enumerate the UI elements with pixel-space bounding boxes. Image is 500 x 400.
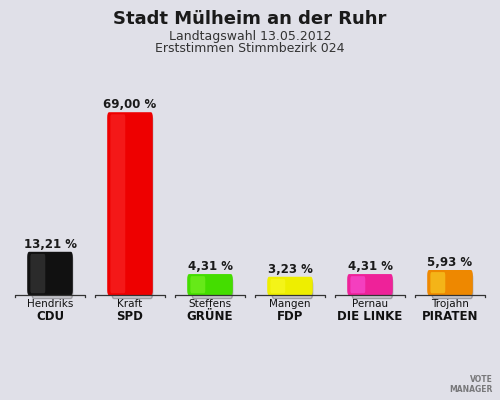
- Text: 4,31 %: 4,31 %: [348, 260, 393, 273]
- FancyBboxPatch shape: [432, 273, 472, 298]
- Text: 3,23 %: 3,23 %: [268, 263, 312, 276]
- Text: Landtagswahl 13.05.2012: Landtagswahl 13.05.2012: [169, 30, 331, 43]
- Text: VOTE
MANAGER: VOTE MANAGER: [449, 374, 492, 394]
- Text: 4,31 %: 4,31 %: [188, 260, 232, 273]
- FancyBboxPatch shape: [272, 280, 312, 298]
- FancyBboxPatch shape: [107, 112, 153, 295]
- Text: GRÜNE: GRÜNE: [187, 310, 233, 323]
- Text: 69,00 %: 69,00 %: [104, 98, 156, 111]
- Text: Stadt Mülheim an der Ruhr: Stadt Mülheim an der Ruhr: [114, 10, 386, 28]
- Text: DIE LINKE: DIE LINKE: [338, 310, 402, 323]
- Text: SPD: SPD: [116, 310, 143, 323]
- FancyBboxPatch shape: [27, 252, 73, 295]
- FancyBboxPatch shape: [110, 114, 126, 293]
- FancyBboxPatch shape: [270, 279, 285, 293]
- Text: Mangen: Mangen: [269, 298, 311, 308]
- Text: Hendriks: Hendriks: [27, 298, 73, 308]
- FancyBboxPatch shape: [352, 277, 393, 298]
- Text: Erststimmen Stimmbezirk 024: Erststimmen Stimmbezirk 024: [155, 42, 345, 55]
- FancyBboxPatch shape: [267, 277, 313, 295]
- Text: PIRATEN: PIRATEN: [422, 310, 478, 323]
- FancyBboxPatch shape: [187, 274, 233, 295]
- FancyBboxPatch shape: [350, 276, 366, 293]
- Text: 13,21 %: 13,21 %: [24, 238, 76, 251]
- FancyBboxPatch shape: [430, 272, 446, 293]
- FancyBboxPatch shape: [192, 277, 232, 298]
- FancyBboxPatch shape: [30, 254, 46, 293]
- Text: Steffens: Steffens: [188, 298, 232, 308]
- Text: CDU: CDU: [36, 310, 64, 323]
- Text: FDP: FDP: [277, 310, 303, 323]
- Text: Pernau: Pernau: [352, 298, 388, 308]
- FancyBboxPatch shape: [347, 274, 393, 295]
- FancyBboxPatch shape: [32, 255, 72, 298]
- FancyBboxPatch shape: [427, 270, 473, 295]
- FancyBboxPatch shape: [190, 276, 206, 293]
- Text: 5,93 %: 5,93 %: [428, 256, 472, 269]
- Text: Trojahn: Trojahn: [431, 298, 469, 308]
- Text: Kraft: Kraft: [118, 298, 142, 308]
- FancyBboxPatch shape: [112, 115, 152, 298]
